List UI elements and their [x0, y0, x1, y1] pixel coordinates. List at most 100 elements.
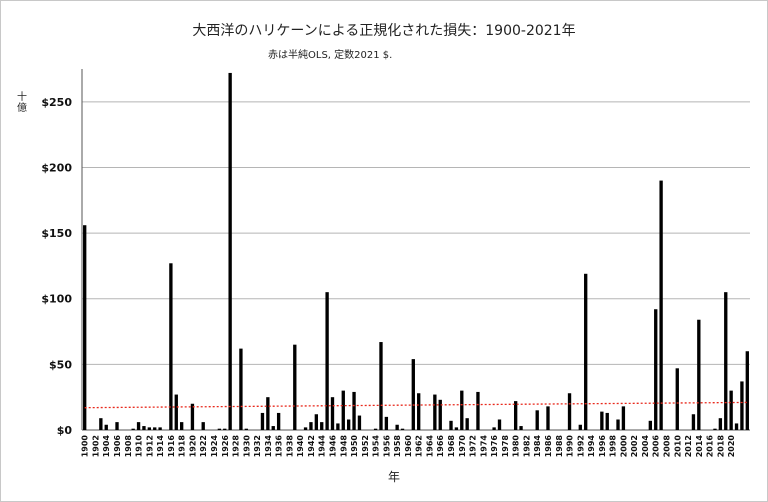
- bar-1949: [346, 419, 351, 430]
- bar-2018: [718, 418, 723, 430]
- bar-1922: [201, 422, 205, 430]
- bar-1993: [584, 273, 588, 430]
- bar-1927: [228, 72, 232, 431]
- bar-1966: [438, 399, 442, 430]
- y-tick-label: $50: [49, 358, 72, 371]
- bar-1971: [465, 418, 469, 430]
- y-tick-label: $100: [41, 293, 72, 306]
- x-tick-label: 2006: [652, 435, 661, 458]
- bar-1959: [400, 428, 405, 430]
- x-tick-label: 1918: [178, 435, 187, 458]
- x-tick-label: 1908: [124, 435, 133, 458]
- x-tick-label: 1944: [318, 435, 327, 458]
- x-tick-label: 1978: [501, 435, 510, 458]
- bar-1996: [600, 411, 604, 430]
- bar-2017: [713, 428, 717, 430]
- x-tick-label: 1924: [210, 435, 219, 458]
- x-tick-label: 1920: [188, 435, 197, 458]
- x-tick-label: 1986: [544, 435, 553, 458]
- bar-2022: [740, 381, 744, 430]
- x-axis-label: 年: [388, 470, 401, 484]
- bar-2013: [691, 414, 696, 430]
- x-tick-label: 1962: [415, 435, 424, 457]
- x-tick-label: 1904: [102, 435, 111, 458]
- bar-1986: [546, 406, 550, 430]
- bar-1910: [136, 422, 141, 430]
- x-tick-label: 1902: [91, 435, 100, 457]
- x-tick-label: 2016: [706, 435, 715, 458]
- bar-1954: [373, 428, 378, 430]
- bar-1948: [341, 390, 345, 430]
- x-tick-label: 1926: [221, 435, 230, 458]
- bar-1929: [239, 348, 243, 430]
- x-tick-label: 1998: [609, 435, 618, 458]
- x-tick-label: 1990: [566, 435, 575, 458]
- bar-2006: [654, 309, 658, 430]
- bar-1943: [314, 414, 319, 430]
- x-tick-label: 1932: [253, 435, 262, 457]
- bar-1930: [244, 428, 248, 430]
- x-tick-label: 1956: [382, 435, 391, 458]
- x-tick-label: 1934: [264, 435, 273, 458]
- x-tick-label: 1916: [167, 435, 176, 458]
- bar-1904: [104, 424, 108, 430]
- y-tick-label: $200: [41, 161, 72, 174]
- x-tick-label: 1970: [458, 435, 467, 458]
- bar-2000: [621, 406, 626, 430]
- x-tick-label: 1948: [339, 435, 348, 458]
- bar-1900: [83, 225, 87, 430]
- bar-1917: [174, 394, 178, 430]
- x-tick-label: 2018: [716, 435, 725, 458]
- bar-1976: [492, 427, 496, 430]
- bar-1925: [217, 428, 222, 430]
- x-tick-label: 2020: [727, 435, 736, 458]
- x-tick-label: 1900: [81, 435, 90, 458]
- bar-1941: [303, 427, 308, 430]
- chart-title: 大西洋のハリケーンによる正規化された損失：1900-2021年: [192, 23, 576, 39]
- bar-1906: [115, 422, 119, 430]
- ols-trend-line: [84, 401, 748, 409]
- x-tick-label: 2008: [663, 435, 672, 458]
- x-tick-label: 1930: [242, 435, 251, 458]
- x-tick-label: 1960: [404, 435, 413, 458]
- bar-1916: [169, 263, 173, 430]
- x-tick-label: 1922: [199, 435, 208, 457]
- x-tick-label: 1994: [587, 435, 596, 458]
- bar-2005: [648, 420, 653, 430]
- y-tick-label: $0: [57, 424, 73, 437]
- x-tick-label: 1910: [135, 435, 144, 458]
- bar-1955: [379, 342, 383, 430]
- bar-1961: [411, 359, 415, 430]
- x-tick-label: 1928: [232, 435, 241, 458]
- bar-2019: [724, 292, 728, 430]
- bar-1911: [142, 426, 146, 430]
- x-tick-label: 1954: [372, 435, 381, 458]
- bar-1969: [454, 427, 459, 430]
- bar-1942: [309, 422, 313, 430]
- bar-1997: [605, 412, 609, 430]
- x-tick-label: 1946: [329, 435, 338, 458]
- x-tick-label: 1906: [113, 435, 122, 458]
- bar-1920: [190, 403, 195, 430]
- x-tick-label: 1976: [490, 435, 499, 458]
- bar-1933: [260, 412, 265, 430]
- x-tick-label: 1968: [447, 435, 456, 458]
- x-tick-label: 1964: [425, 435, 434, 458]
- bar-1936: [276, 412, 281, 430]
- bar-1918: [179, 422, 184, 430]
- x-tick-label: 2000: [619, 435, 628, 458]
- x-tick-label: 1982: [522, 435, 531, 457]
- bar-1950: [352, 391, 356, 430]
- x-tick-label: 2012: [684, 435, 693, 457]
- x-tick-label: 1996: [598, 435, 607, 458]
- bar-2010: [675, 368, 679, 430]
- bar-1977: [497, 419, 502, 430]
- x-tick-label: 1912: [145, 435, 154, 457]
- bar-1903: [99, 418, 103, 430]
- x-tick-label: 1958: [393, 435, 402, 458]
- x-tick-label: 1942: [307, 435, 316, 457]
- x-tick-label: 1974: [479, 435, 488, 458]
- bar-1946: [330, 397, 335, 430]
- y-axis-label: 十億: [17, 92, 27, 114]
